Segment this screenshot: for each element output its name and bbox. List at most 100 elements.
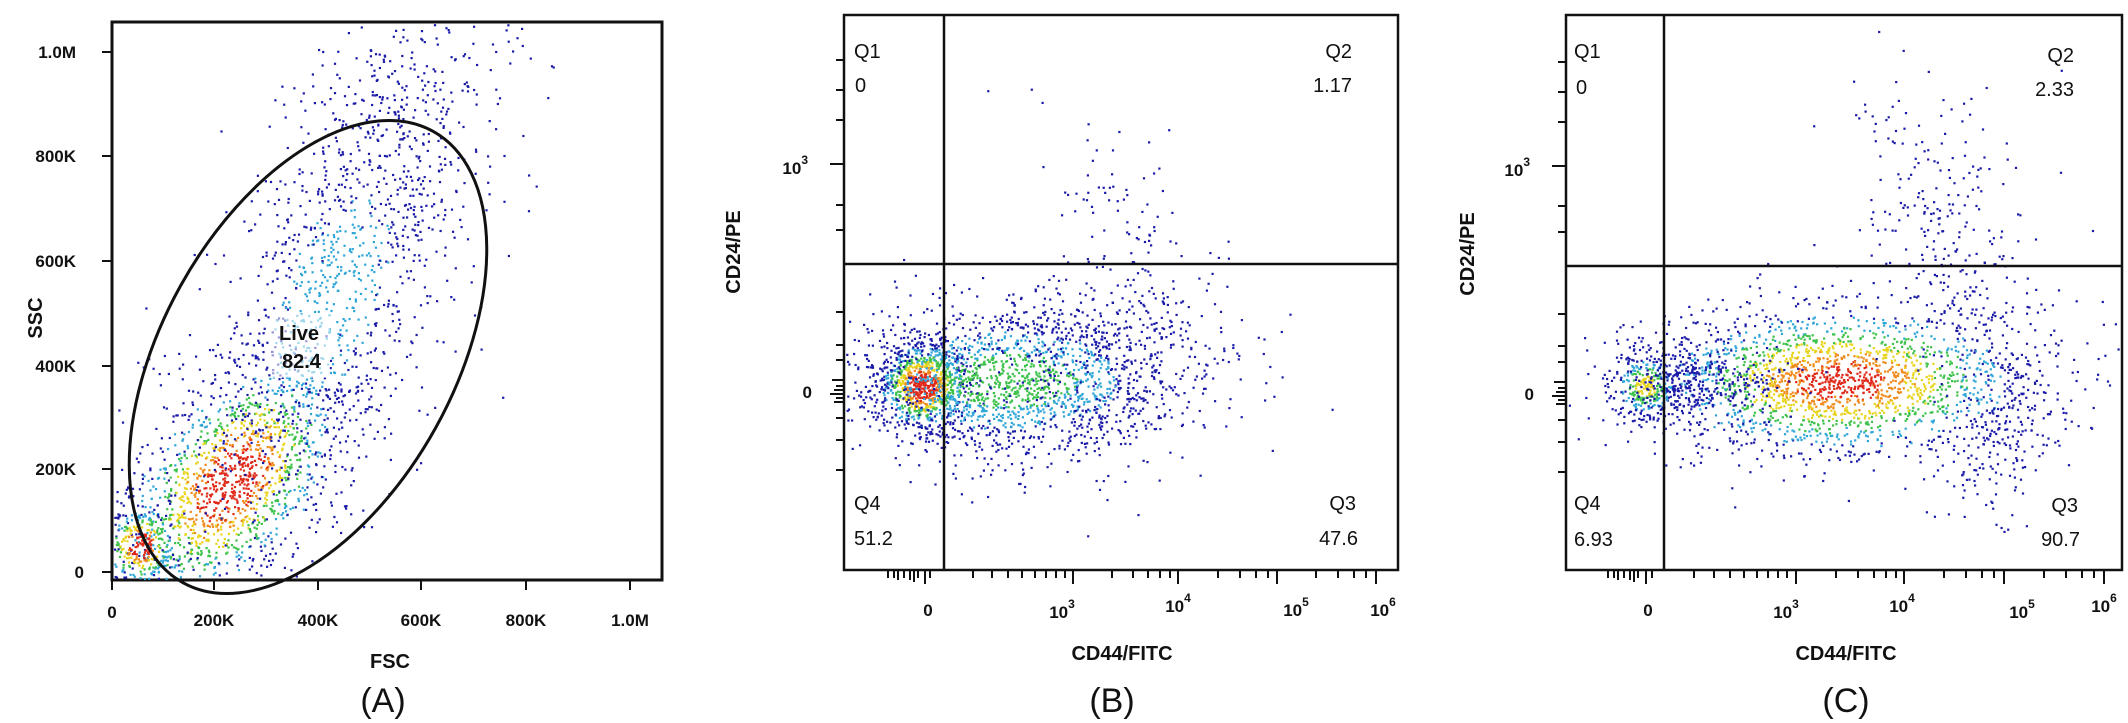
event-dot <box>1128 345 1131 348</box>
event-dot <box>305 190 308 194</box>
event-dot <box>1039 365 1042 368</box>
event-dot <box>1010 463 1014 466</box>
event-dot <box>895 408 898 411</box>
event-dot <box>306 422 309 425</box>
event-dot <box>413 68 416 71</box>
event-dot <box>1037 437 1040 440</box>
event-dot <box>160 516 163 520</box>
event-dot <box>917 396 920 399</box>
event-dot <box>173 433 177 436</box>
event-dot <box>453 236 456 239</box>
event-dot <box>372 241 375 244</box>
event-dot <box>238 461 241 464</box>
event-dot <box>936 382 939 385</box>
event-dot <box>1114 368 1117 371</box>
event-dot <box>314 287 317 290</box>
event-dot <box>1075 363 1078 366</box>
event-dot <box>1106 430 1109 433</box>
event-dot <box>503 200 506 203</box>
event-dot <box>271 559 274 562</box>
event-dot <box>402 170 405 173</box>
event-dot <box>907 369 910 372</box>
event-dot <box>245 449 248 452</box>
event-dot <box>863 402 866 405</box>
event-dot <box>266 437 270 440</box>
event-dot <box>934 379 937 382</box>
event-dot <box>896 379 899 382</box>
event-dot <box>906 336 909 339</box>
event-dot <box>398 340 401 343</box>
event-dot <box>375 79 378 82</box>
event-dot <box>488 193 491 196</box>
event-dot <box>329 371 332 375</box>
event-dot <box>393 99 396 102</box>
event-dot <box>383 426 386 429</box>
event-dot <box>248 556 251 559</box>
event-dot <box>311 262 314 265</box>
event-dot <box>1013 311 1016 314</box>
event-dot <box>995 342 998 345</box>
event-dot <box>890 370 893 374</box>
event-dot <box>296 469 299 472</box>
event-dot <box>423 286 426 289</box>
event-dot <box>1112 398 1115 401</box>
event-dot <box>319 413 322 416</box>
event-dot <box>945 356 948 359</box>
event-dot <box>922 401 925 404</box>
event-dot <box>302 449 305 452</box>
event-dot <box>421 39 424 42</box>
event-dot <box>1080 423 1083 426</box>
event-dot <box>245 540 248 543</box>
event-dot <box>290 214 293 217</box>
event-dot <box>249 332 252 335</box>
event-dot <box>927 353 930 356</box>
event-dot <box>342 324 345 327</box>
event-dot <box>965 404 968 407</box>
event-dot <box>897 444 900 447</box>
event-dot <box>1025 336 1029 339</box>
event-dot <box>211 523 214 526</box>
event-dot <box>272 409 276 412</box>
event-dot <box>1050 462 1053 465</box>
event-dot <box>979 475 982 478</box>
event-dot <box>178 367 181 370</box>
event-dot <box>1034 425 1037 428</box>
event-dot <box>379 202 382 206</box>
event-dot <box>1006 372 1009 375</box>
event-dot <box>199 394 202 397</box>
event-dot <box>278 474 281 477</box>
event-dot <box>929 433 932 436</box>
event-dot <box>1060 331 1063 334</box>
event-dot <box>933 393 936 397</box>
event-dot <box>258 341 261 344</box>
event-dot <box>284 243 287 246</box>
event-dot <box>397 110 400 113</box>
event-dot <box>335 240 338 243</box>
event-dot <box>339 333 342 336</box>
event-dot <box>886 374 890 377</box>
event-dot <box>213 513 216 516</box>
event-dot <box>897 358 900 361</box>
event-dot <box>962 358 965 361</box>
event-dot <box>361 428 364 431</box>
event-dot <box>907 372 910 375</box>
event-dot <box>335 521 339 524</box>
event-dot <box>346 451 349 454</box>
event-dot <box>344 230 347 233</box>
event-dot <box>924 449 927 452</box>
event-dot <box>1071 405 1075 408</box>
event-dot <box>329 457 332 461</box>
event-dot <box>294 454 297 457</box>
event-dot <box>871 344 874 347</box>
event-dot <box>899 390 902 393</box>
event-dot <box>288 252 291 256</box>
event-dot <box>291 506 295 509</box>
event-dot <box>1194 378 1197 381</box>
event-dot <box>370 194 373 197</box>
event-dot <box>997 397 1000 400</box>
event-dot <box>190 413 193 416</box>
event-dot <box>357 385 360 388</box>
event-dot <box>1138 396 1141 399</box>
event-dot <box>204 426 207 429</box>
event-dot <box>994 374 997 378</box>
